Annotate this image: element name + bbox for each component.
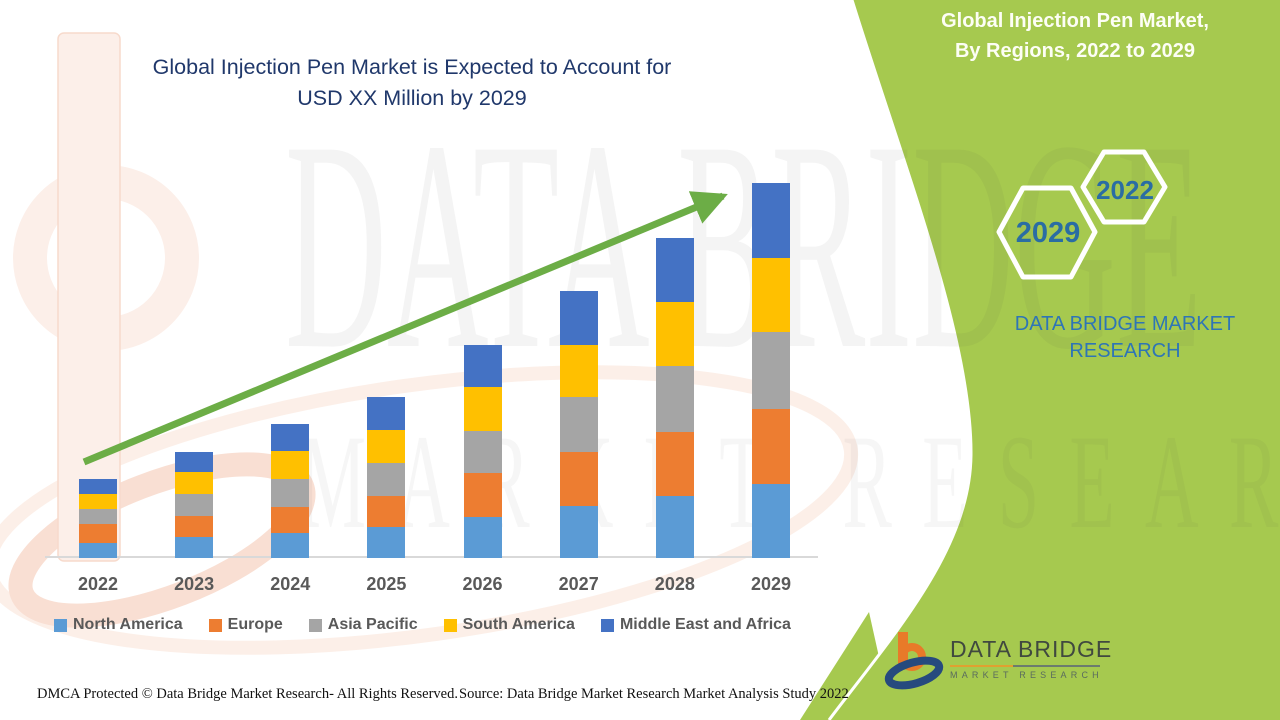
logo-underline xyxy=(950,665,1100,667)
segment-north-america xyxy=(367,527,406,558)
x-label-2026: 2026 xyxy=(462,574,503,594)
segment-europe xyxy=(79,524,117,543)
segment-north-america xyxy=(751,484,790,558)
segment-south-america xyxy=(655,302,694,366)
legend-swatch xyxy=(208,618,222,632)
side-panel-title: Global Injection Pen Market, By Regions,… xyxy=(920,6,1230,66)
brand-text: DATA BRIDGE MARKET RESEARCH xyxy=(970,311,1280,365)
bar-2025 xyxy=(367,397,406,558)
segment-asia-pacific xyxy=(271,479,310,507)
brand-text-line2: RESEARCH xyxy=(1069,340,1181,362)
chart-legend: North America Europe Asia Pacific South Ame… xyxy=(54,616,791,634)
x-label-2022: 2022 xyxy=(77,574,119,594)
segment-north-america xyxy=(463,517,502,558)
segment-europe xyxy=(751,409,790,484)
x-label-2029: 2029 xyxy=(750,574,791,594)
segment-asia-pacific xyxy=(79,509,117,524)
segment-middle-east-and-africa xyxy=(79,479,117,494)
segment-north-america xyxy=(271,533,310,558)
legend-item-north-america: North America xyxy=(54,616,183,634)
segment-middle-east-and-africa xyxy=(367,397,406,430)
segment-europe xyxy=(655,432,694,496)
main-title-line2: USD XX Million by 2029 xyxy=(297,86,527,110)
segment-middle-east-and-africa xyxy=(271,424,310,451)
legend-swatch xyxy=(54,618,67,632)
footer-source-text: Source: Data Bridge Market Research Mark… xyxy=(459,686,849,702)
bar-2029 xyxy=(751,183,790,558)
bar-2022 xyxy=(79,479,117,558)
footer-dmca-text: DMCA Protected © Data Bridge Market Rese… xyxy=(37,686,458,702)
x-label-2027: 2027 xyxy=(558,574,599,594)
segment-europe xyxy=(175,516,214,537)
legend-item-asia-pacific: Asia Pacific xyxy=(308,616,418,634)
bar-2026 xyxy=(463,345,502,558)
segment-asia-pacific xyxy=(175,494,214,516)
side-panel-title-line1: Global Injection Pen Market, xyxy=(941,10,1209,32)
segment-middle-east-and-africa xyxy=(175,452,214,472)
segment-asia-pacific xyxy=(463,431,502,473)
segment-asia-pacific xyxy=(655,366,694,432)
segment-middle-east-and-africa xyxy=(655,238,694,302)
legend-item-south-america: South America xyxy=(443,616,575,634)
company-logo: DATA BRIDGE MARKET RESEARCH xyxy=(884,630,1124,694)
legend-label: North America xyxy=(73,616,183,633)
x-label-2025: 2025 xyxy=(366,574,407,594)
segment-europe xyxy=(367,496,406,527)
segment-south-america xyxy=(559,345,598,397)
segment-south-america xyxy=(367,430,406,463)
bar-2028 xyxy=(655,238,694,558)
segment-europe xyxy=(271,507,310,533)
main-chart-title: Global Injection Pen Market is Expected … xyxy=(92,52,732,114)
segment-middle-east-and-africa xyxy=(559,291,598,345)
legend-item-europe: Europe xyxy=(208,616,283,634)
bar-2024 xyxy=(271,424,310,558)
segment-middle-east-and-africa xyxy=(463,345,502,387)
bar-2023 xyxy=(175,452,214,558)
legend-swatch xyxy=(600,618,614,632)
brand-text-line1: DATA BRIDGE MARKET xyxy=(1014,313,1236,335)
x-label-2023: 2023 xyxy=(174,574,215,594)
segment-north-america xyxy=(655,496,694,558)
segment-south-america xyxy=(79,494,117,509)
segment-south-america xyxy=(175,472,214,494)
hexagon-year-2022: 2022 xyxy=(1096,175,1154,205)
segment-asia-pacific xyxy=(559,397,598,452)
segment-north-america xyxy=(79,543,117,558)
data-bridge-logo-icon xyxy=(884,632,944,690)
legend-label: Asia Pacific xyxy=(327,616,418,633)
legend-swatch xyxy=(443,618,457,632)
legend-item-middle-east-and-africa: Middle East and Africa xyxy=(600,616,791,634)
segment-south-america xyxy=(751,258,790,332)
main-title-line1: Global Injection Pen Market is Expected … xyxy=(152,55,672,79)
legend-swatch xyxy=(308,618,322,632)
segment-asia-pacific xyxy=(751,332,790,409)
legend-label: South America xyxy=(462,616,575,633)
bar-2027 xyxy=(559,291,598,558)
segment-middle-east-and-africa xyxy=(751,183,790,258)
x-label-2024: 2024 xyxy=(270,574,311,594)
segment-south-america xyxy=(463,387,502,431)
x-axis-line xyxy=(45,556,818,558)
green-edge-highlight xyxy=(827,0,973,720)
segment-europe xyxy=(463,473,502,517)
segment-north-america xyxy=(175,537,214,558)
logo-text: DATA BRIDGE MARKET RESEARCH xyxy=(950,636,1120,680)
segment-asia-pacific xyxy=(367,463,406,496)
hexagon-year-2029: 2029 xyxy=(1015,217,1081,249)
segment-north-america xyxy=(559,506,598,558)
logo-subtitle: MARKET RESEARCH xyxy=(950,670,1103,680)
segment-south-america xyxy=(271,451,310,479)
x-label-2028: 2028 xyxy=(654,574,695,594)
logo-title: DATA BRIDGE xyxy=(950,636,1113,662)
legend-label: Middle East and Africa xyxy=(619,616,791,633)
side-panel-title-line2: By Regions, 2022 to 2029 xyxy=(954,40,1196,62)
legend-label: Europe xyxy=(227,616,283,633)
segment-europe xyxy=(559,452,598,506)
